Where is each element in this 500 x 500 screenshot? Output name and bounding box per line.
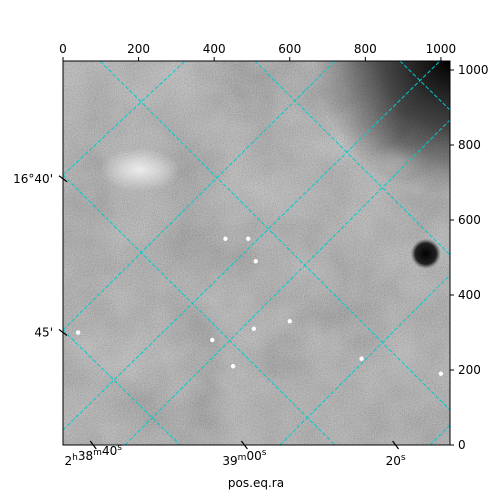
right-tick-label: 1000 — [458, 63, 489, 77]
dec-tick-mark — [58, 329, 68, 336]
dec-tick-mark — [58, 175, 68, 183]
bright-source — [223, 236, 228, 241]
grid-line — [99, 61, 450, 411]
ra-tick-label: 2h38m40s — [65, 443, 123, 468]
bright-source — [230, 364, 236, 369]
ra-tick-mark — [392, 440, 400, 450]
grid-line — [63, 61, 336, 331]
ra-tick-label: 20s — [386, 453, 406, 468]
ra-tick-mark — [89, 440, 97, 450]
bright-source — [253, 259, 258, 264]
left-axis: 16°40' 45' — [13, 172, 68, 340]
bright-source — [75, 330, 81, 335]
dark-corner — [63, 61, 450, 445]
grid-line — [63, 61, 186, 176]
bright-source — [438, 371, 444, 376]
grid-line — [63, 61, 441, 431]
grid-line — [124, 119, 450, 445]
bright-source — [287, 319, 292, 324]
top-tick-label: 400 — [203, 42, 226, 56]
top-tick-label: 0 — [59, 42, 67, 56]
bright-source — [210, 337, 215, 343]
dec-tick-label: 45' — [34, 326, 53, 340]
right-tick-label: 0 — [458, 438, 466, 452]
grid-line — [63, 174, 336, 445]
bright-source — [245, 236, 251, 241]
dark-blob — [410, 238, 441, 269]
plot-frame — [62, 60, 451, 446]
bright-source — [251, 326, 257, 331]
grid-line — [254, 61, 450, 256]
right-tick-label: 200 — [458, 363, 481, 377]
top-axis: 0 200 400 600 800 1000 — [59, 42, 456, 61]
bright-sources — [75, 236, 444, 376]
grid-line — [63, 329, 181, 445]
top-tick-label: 600 — [278, 42, 301, 56]
dec-tick-label: 16°40' — [13, 172, 53, 186]
top-tick-label: 800 — [354, 42, 377, 56]
coordinate-grid — [63, 61, 450, 445]
top-tick-label: 1000 — [426, 42, 457, 56]
right-tick-label: 400 — [458, 288, 481, 302]
dark-blob-disc — [410, 238, 441, 269]
sky-image — [63, 61, 450, 445]
right-axis: 0 200 400 600 800 1000 — [450, 63, 489, 452]
right-tick-label: 600 — [458, 213, 481, 227]
x-axis-label: pos.eq.ra — [228, 476, 284, 490]
top-tick-label: 200 — [127, 42, 150, 56]
grid-line — [429, 424, 450, 445]
bottom-axis: 2h38m40s 39m00s 20s — [65, 440, 406, 468]
bright-source — [359, 356, 364, 361]
grid-line — [279, 274, 450, 445]
ra-tick-mark — [240, 440, 248, 450]
right-tick-label: 800 — [458, 138, 481, 152]
ra-tick-label: 39m00s — [222, 448, 266, 468]
